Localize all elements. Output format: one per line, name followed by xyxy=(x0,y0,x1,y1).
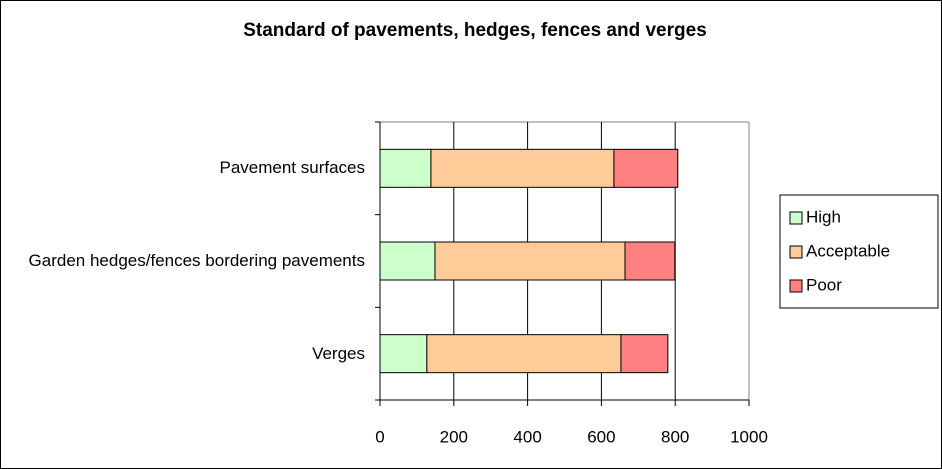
bar-segment xyxy=(434,241,626,281)
bar-segment xyxy=(430,148,615,188)
legend-label: Poor xyxy=(806,275,842,294)
bar-segment xyxy=(379,148,432,188)
legend-label: Acceptable xyxy=(806,241,890,260)
bar-segment xyxy=(379,334,428,374)
x-tick-label: 200 xyxy=(440,427,468,446)
bar-segment xyxy=(613,148,679,188)
legend-swatch xyxy=(789,245,803,259)
bar-segment xyxy=(426,334,622,374)
legend-swatch xyxy=(789,279,803,293)
x-tick-label: 1000 xyxy=(730,427,768,446)
x-tick-label: 800 xyxy=(661,427,689,446)
legend-swatch xyxy=(789,211,803,225)
y-tick-label: Pavement surfaces xyxy=(219,158,365,178)
y-tick-label: Garden hedges/fences bordering pavements xyxy=(28,251,365,270)
bar-segment xyxy=(620,334,669,374)
bar-segment xyxy=(379,241,436,281)
chart-title: Standard of pavements, hedges, fences an… xyxy=(243,20,707,41)
x-tick-label: 400 xyxy=(513,427,541,446)
x-tick-label: 600 xyxy=(587,427,615,446)
legend-box xyxy=(779,194,939,309)
y-tick-label: Verges xyxy=(312,343,365,363)
bar-segment xyxy=(624,241,676,281)
legend-label: High xyxy=(806,207,841,226)
x-tick-label: 0 xyxy=(375,427,384,446)
